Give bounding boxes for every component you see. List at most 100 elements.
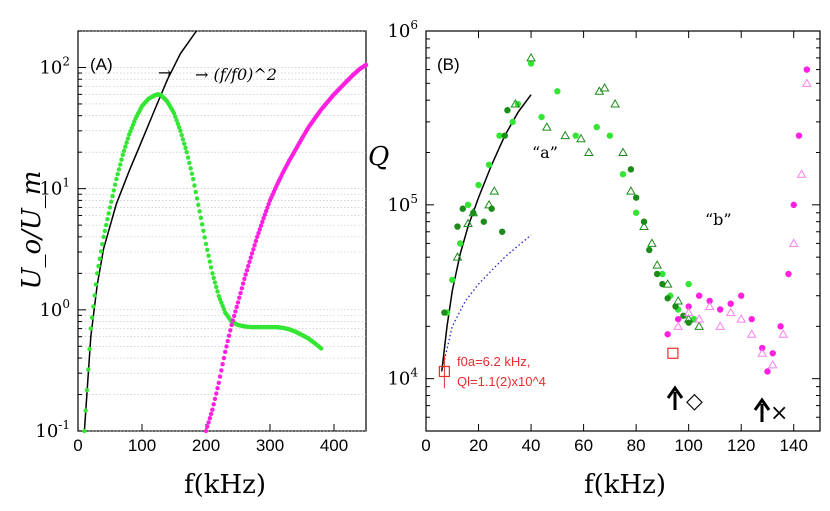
data-point — [632, 209, 640, 216]
data-point — [659, 270, 666, 278]
data-point — [171, 110, 177, 116]
data-point — [187, 160, 192, 166]
data-point — [174, 118, 179, 123]
data-point — [101, 234, 106, 240]
data-point — [652, 260, 663, 269]
data-point — [251, 247, 256, 252]
data-point — [795, 132, 803, 139]
data-point — [746, 329, 757, 338]
data-point — [110, 193, 115, 199]
data-point — [217, 297, 223, 302]
data-point — [194, 196, 200, 201]
data-point — [244, 268, 250, 273]
data-point — [449, 276, 456, 284]
panel-b-note-line1: f0a=6.2 kHz, — [457, 354, 530, 369]
data-point — [226, 333, 232, 338]
data-point — [231, 313, 237, 319]
data-point — [225, 338, 230, 344]
data-point — [488, 205, 495, 212]
x-tick-label: 60 — [574, 436, 593, 455]
data-point — [83, 408, 88, 413]
data-point — [672, 303, 679, 310]
data-point — [802, 78, 812, 87]
data-point — [694, 314, 705, 323]
data-point — [176, 125, 182, 130]
data-point — [441, 309, 448, 316]
panel-a-y-axis-label: U_o/U_m — [17, 171, 47, 290]
data-point — [103, 222, 109, 228]
data-point — [240, 281, 246, 286]
panel-b-x-axis-label: f(kHz) — [584, 470, 666, 500]
data-point — [484, 199, 494, 209]
data-point — [510, 99, 521, 108]
data-point — [541, 122, 552, 131]
data-point — [593, 123, 600, 131]
data-point — [116, 167, 122, 172]
data-point — [618, 147, 628, 157]
data-point — [206, 420, 211, 425]
data-point — [214, 284, 219, 290]
data-point — [235, 300, 241, 305]
panel-a-x-axis-label: f(kHz) — [184, 470, 266, 500]
data-point — [109, 199, 114, 204]
data-point — [203, 428, 209, 434]
data-point — [96, 263, 101, 269]
data-point — [706, 297, 713, 305]
data-point — [627, 166, 635, 173]
data-point — [84, 387, 90, 393]
data-point — [119, 157, 124, 162]
data-point — [716, 306, 724, 313]
data-point — [185, 155, 191, 160]
data-point — [239, 286, 245, 291]
data-point — [468, 207, 479, 217]
data-point — [464, 201, 472, 209]
data-point — [489, 186, 500, 195]
data-point — [89, 315, 95, 320]
data-point — [86, 367, 91, 372]
panel-b-series — [438, 52, 812, 389]
y-tick-label: 102 — [39, 54, 70, 78]
y-tick-exponent: 4 — [410, 366, 418, 380]
x-tick-label: 20 — [469, 436, 488, 455]
data-point — [97, 256, 102, 261]
data-point — [248, 255, 253, 260]
data-point — [111, 188, 117, 193]
data-point — [115, 172, 120, 177]
data-point — [452, 252, 463, 261]
data-point — [124, 140, 129, 145]
y-tick-exponent: 1 — [62, 176, 70, 190]
panel-a-series — [82, 30, 369, 434]
data-point — [265, 205, 270, 210]
data-point — [175, 121, 181, 126]
data-point — [105, 217, 110, 222]
panel-b-note-line2: Ql=1.1(2)x10^4 — [457, 374, 546, 389]
data-point — [120, 152, 126, 158]
data-point — [572, 132, 579, 139]
data-point — [695, 292, 703, 299]
data-point — [230, 318, 236, 323]
data-point — [98, 249, 104, 254]
data-point — [199, 222, 205, 227]
data-point — [266, 201, 271, 207]
data-point — [208, 265, 214, 270]
data-point — [261, 216, 266, 221]
data-point — [234, 304, 239, 310]
data-point — [107, 205, 113, 210]
data-point — [189, 171, 195, 176]
data-point — [599, 82, 610, 92]
data-point — [224, 344, 229, 349]
data-point — [220, 303, 225, 309]
data-point — [88, 326, 94, 331]
data-point — [662, 279, 673, 288]
data-point — [207, 259, 213, 264]
data-point — [256, 230, 261, 236]
arrow-up-diamond-icon — [666, 385, 684, 410]
data-point — [216, 380, 221, 385]
data-point — [228, 328, 233, 333]
y-tick-exponent: 2 — [62, 54, 70, 68]
data-point — [463, 218, 473, 228]
data-point — [647, 238, 657, 247]
data-point — [778, 329, 789, 338]
data-point — [91, 304, 96, 309]
